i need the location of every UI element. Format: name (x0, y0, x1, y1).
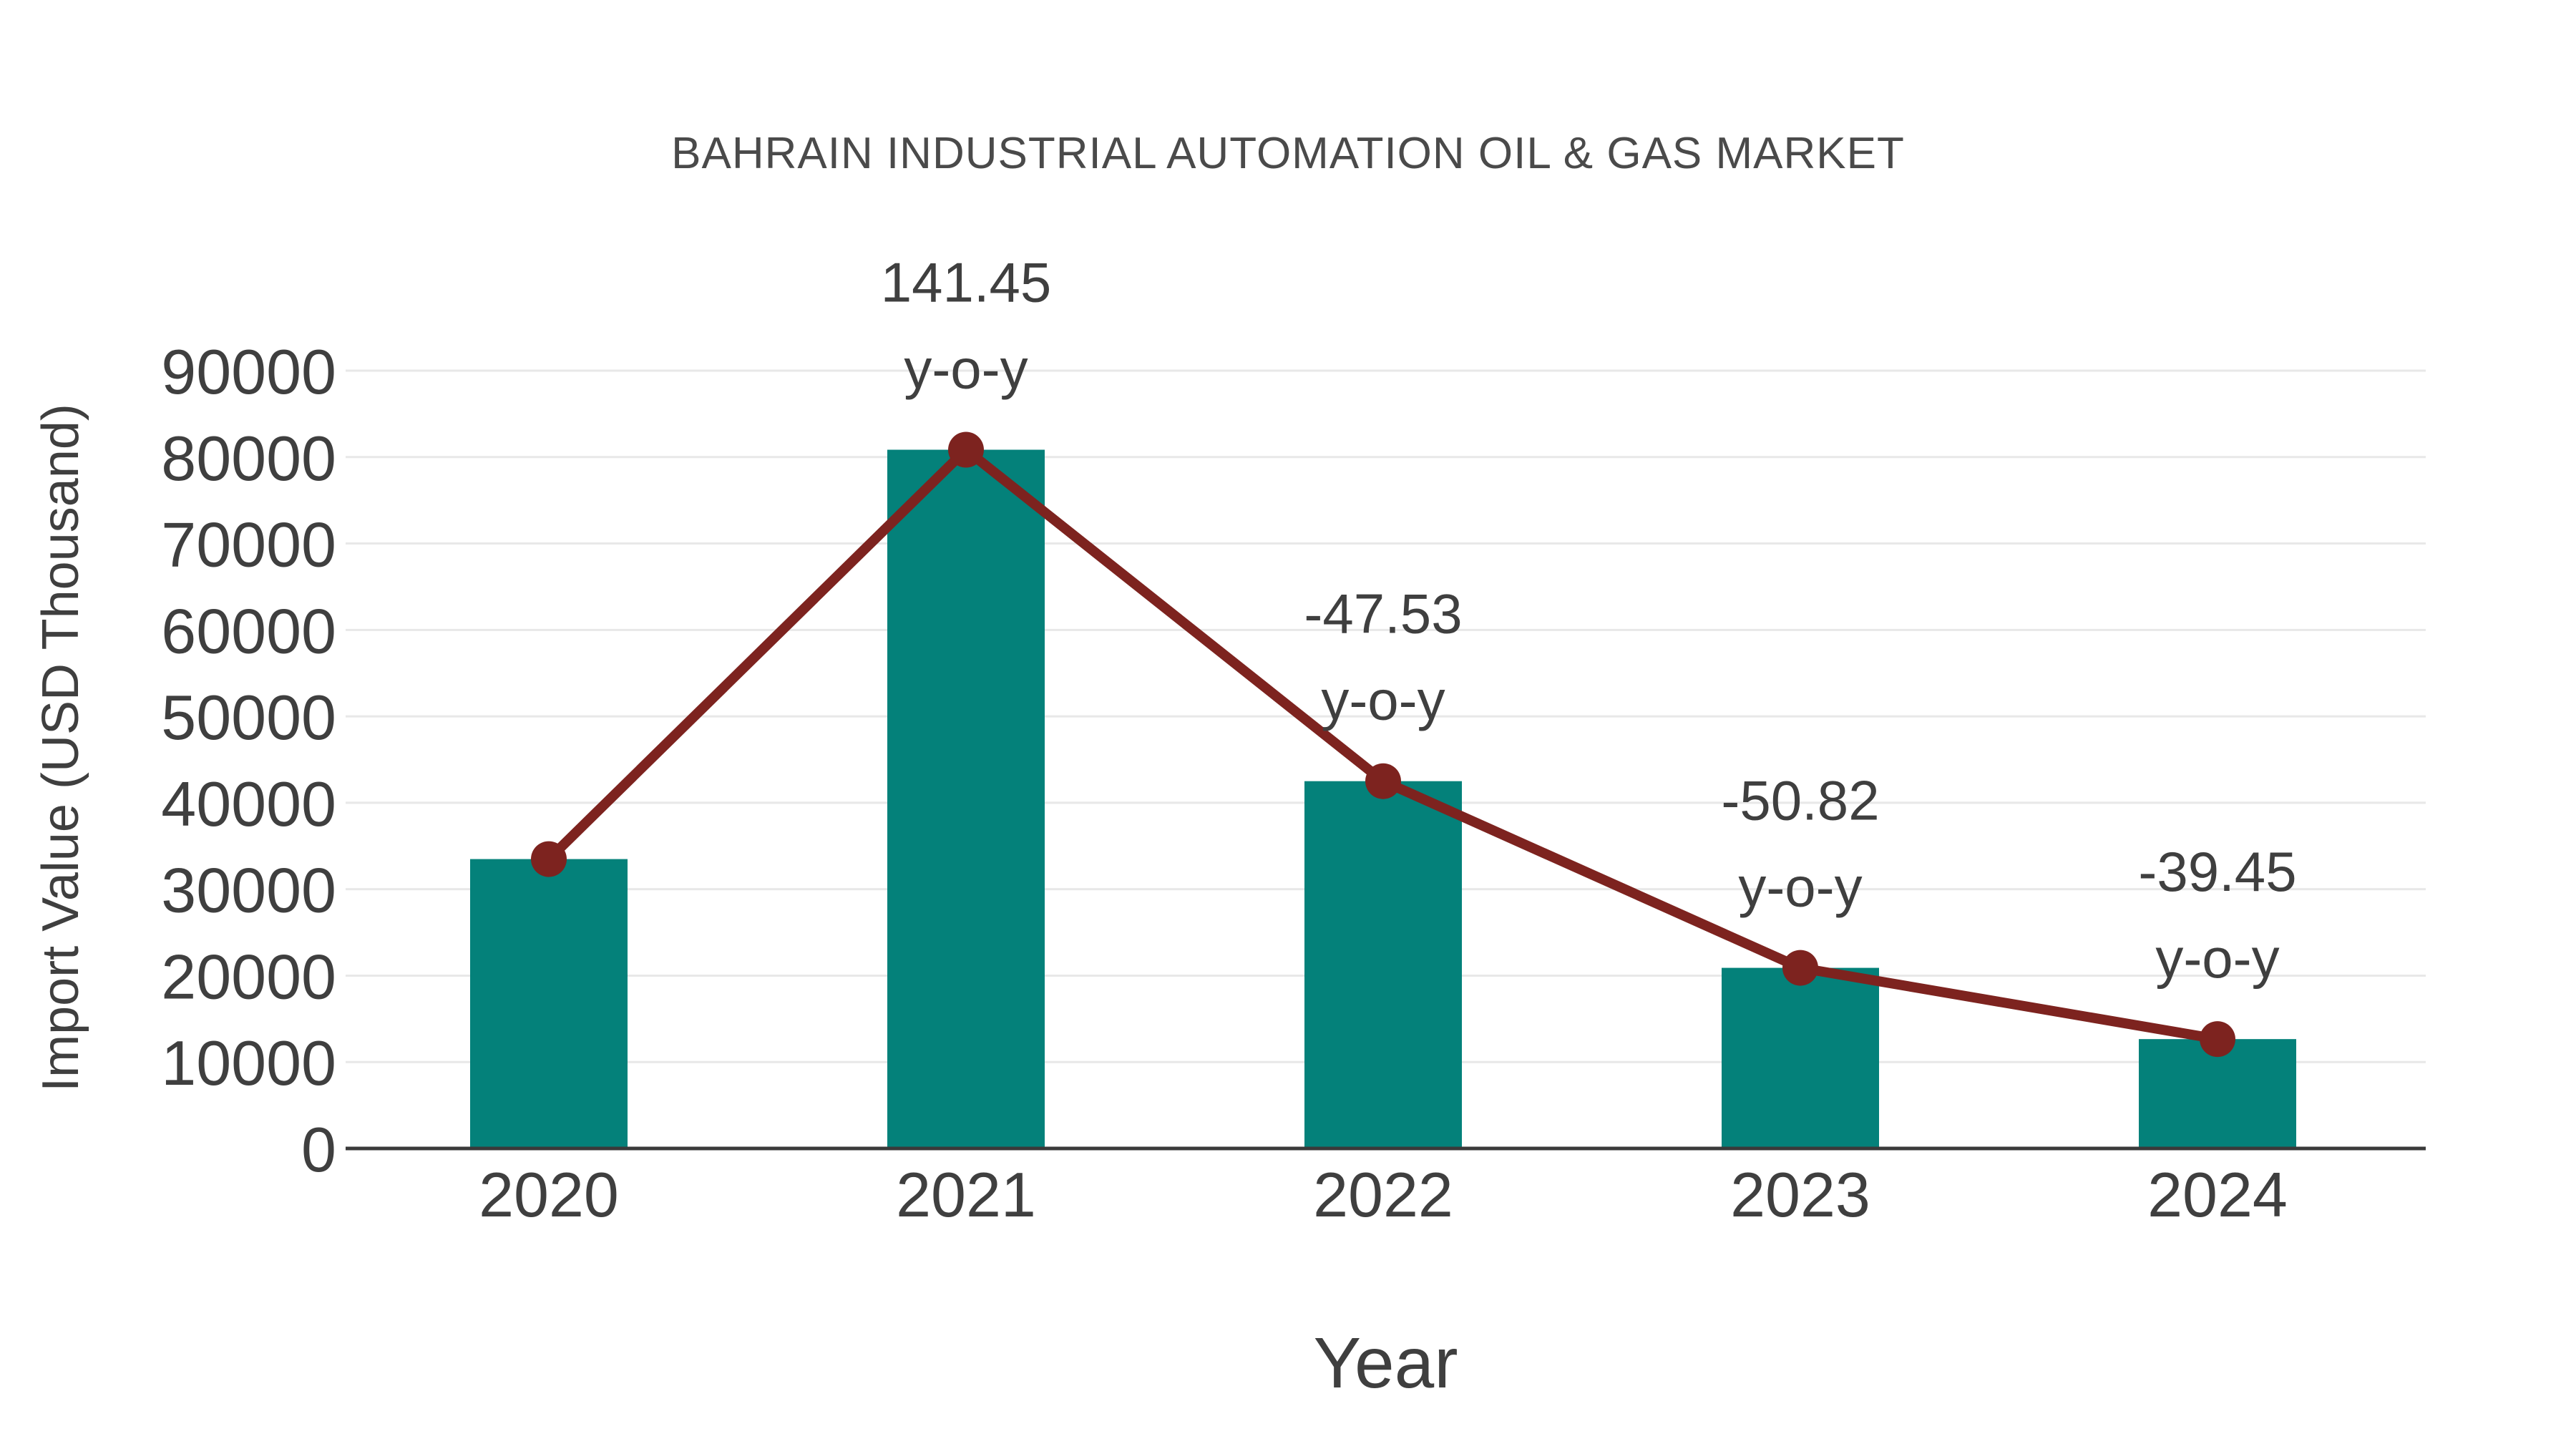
data-point-2023 (1782, 950, 1818, 986)
x-tick-label: 2020 (479, 1159, 619, 1230)
annotation-value: -39.45 (2138, 840, 2296, 903)
y-tick-label: 30000 (161, 855, 336, 926)
bar-2023 (1722, 967, 1879, 1148)
bar-2022 (1304, 781, 1462, 1148)
bar-2021 (887, 449, 1045, 1148)
x-tick-label: 2023 (1730, 1159, 1870, 1230)
y-tick-label: 20000 (161, 941, 336, 1012)
x-tick-label: 2022 (1313, 1159, 1453, 1230)
data-point-2022 (1365, 763, 1401, 799)
y-axis-title: Import Value (USD Thousand) (32, 404, 89, 1092)
x-axis-title: Year (1313, 1323, 1458, 1403)
x-tick-label: 2021 (896, 1159, 1036, 1230)
data-point-2020 (531, 841, 567, 877)
y-tick-label: 60000 (161, 595, 336, 666)
annotation-label: y-o-y (1738, 856, 1862, 919)
y-tick-label: 10000 (161, 1028, 336, 1098)
y-tick-label: 80000 (161, 423, 336, 494)
bar-2020 (470, 859, 628, 1148)
y-tick-label: 50000 (161, 682, 336, 753)
y-tick-label: 40000 (161, 769, 336, 839)
annotation-label: y-o-y (904, 338, 1028, 401)
chart-title: BAHRAIN INDUSTRIAL AUTOMATION OIL & GAS … (671, 129, 1905, 178)
annotation-label: y-o-y (2155, 927, 2279, 990)
annotation-value: 141.45 (881, 251, 1052, 314)
bar-2024 (2139, 1039, 2296, 1148)
y-tick-label: 90000 (161, 336, 336, 407)
annotation-value: -50.82 (1721, 769, 1879, 832)
y-tick-label: 70000 (161, 509, 336, 580)
annotation-label: y-o-y (1321, 669, 1445, 732)
x-tick-label: 2024 (2147, 1159, 2288, 1230)
data-point-2021 (948, 431, 984, 468)
annotation-value: -47.53 (1304, 582, 1462, 645)
data-point-2024 (2200, 1021, 2235, 1058)
y-tick-label: 0 (301, 1114, 336, 1185)
